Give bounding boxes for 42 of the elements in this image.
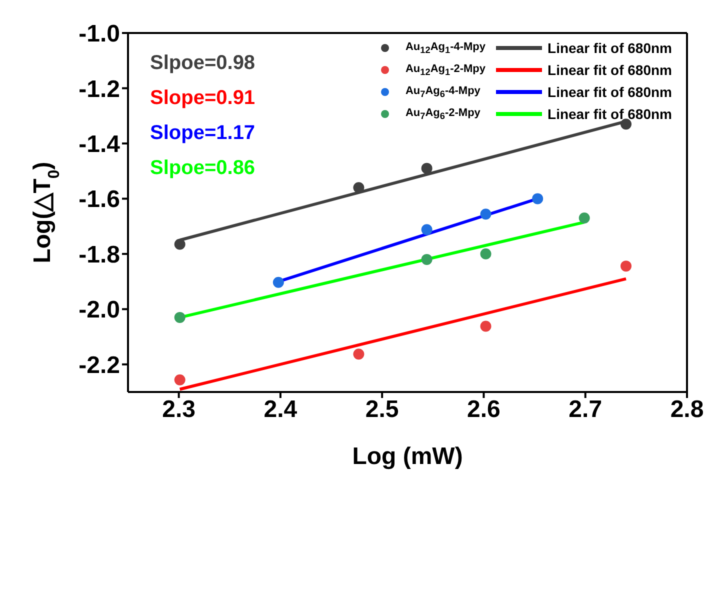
legend-label: Au$_{12}$Ag$_{1}$-2-Mpy [405, 62, 486, 78]
annotation: Slope=0.91 [150, 87, 256, 109]
x-tick-label: 2.4 [264, 396, 298, 424]
y-tick-label: -2.0 [78, 296, 120, 324]
legend-label: Linear fit of 680nm [548, 40, 672, 56]
legend-label: Au$_{7}$Ag$_{6}$-4-Mpy [405, 84, 480, 100]
annotation: Slpoe=0.86 [150, 157, 256, 179]
point [174, 374, 186, 386]
x-tick-label: 2.5 [365, 396, 399, 424]
point [174, 238, 186, 250]
point [620, 260, 632, 272]
point [532, 193, 544, 204]
point [480, 248, 492, 260]
y-tick-label: -1.2 [78, 76, 120, 103]
x-tick-label: 2.8 [670, 396, 704, 424]
legend-label: Au$_{7}$Ag$_{6}$-2-Mpy [405, 106, 480, 122]
annotation: Slpoe=0.98 [150, 52, 256, 74]
point [421, 224, 432, 236]
point [353, 182, 364, 194]
y-tick-label: -1.8 [78, 241, 120, 268]
point [421, 162, 432, 174]
x-axis-title: Log (mW) [352, 443, 463, 470]
y-tick-label: -1.6 [78, 186, 120, 214]
legend-label: Linear fit of 680nm [548, 84, 672, 100]
x-tick-label: 2.3 [162, 396, 196, 424]
legend-label: Au$_{12}$Ag$_{1}$-4-Mpy [405, 40, 486, 56]
y-tick-label: -1.0 [78, 20, 120, 48]
legend-label: Linear fit of 680nm [548, 106, 672, 122]
legend-label: Linear fit of 680nm [548, 62, 672, 78]
point [620, 118, 632, 130]
point [272, 276, 284, 288]
y-tick-label: -1.4 [78, 130, 121, 158]
y-tick-label: -2.2 [78, 352, 120, 379]
annotation: Slope=1.17 [150, 122, 256, 144]
x-tick-label: 2.7 [568, 396, 602, 424]
point [174, 312, 186, 323]
point [421, 254, 432, 265]
point [480, 208, 492, 220]
point [480, 320, 492, 332]
x-tick-label: 2.6 [467, 396, 500, 424]
point [578, 212, 590, 224]
point [353, 348, 364, 360]
